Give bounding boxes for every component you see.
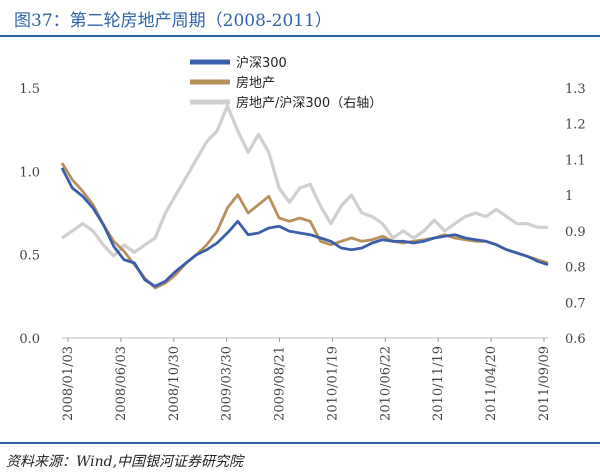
x-tick-label: 2009/08/21 bbox=[273, 346, 288, 421]
x-tick-label: 2008/06/03 bbox=[114, 346, 129, 421]
x-tick-label: 2010/01/19 bbox=[325, 346, 340, 421]
right-tick-label: 0.7 bbox=[565, 296, 586, 311]
right-tick-label: 1.1 bbox=[565, 153, 586, 168]
right-tick-label: 1 bbox=[565, 189, 573, 204]
x-tick-label: 2009/03/30 bbox=[220, 346, 235, 421]
left-tick-label: 1.0 bbox=[19, 165, 40, 180]
legend-label-0: 沪深300 bbox=[236, 55, 287, 71]
x-axis-ticks: 2008/01/03 2008/06/03 2008/10/30 2009/03/30… bbox=[61, 338, 552, 421]
x-tick-label: 2008/01/03 bbox=[61, 346, 76, 421]
right-tick-label: 0.8 bbox=[565, 261, 586, 276]
figure-title: 图37：第二轮房地产周期（2008-2011） bbox=[14, 11, 332, 31]
source-note: 资料来源：Wind,中国银河证券研究院 bbox=[6, 454, 244, 470]
left-tick-label: 1.5 bbox=[19, 82, 40, 97]
right-axis-ticks: 0.6 0.7 0.8 0.9 1 1.1 1.2 1.3 bbox=[565, 82, 586, 347]
x-tick-label: 2008/10/30 bbox=[167, 346, 182, 421]
title-rule bbox=[0, 35, 600, 37]
series-layer bbox=[60, 104, 549, 290]
right-tick-label: 1.2 bbox=[565, 118, 586, 133]
plot-area bbox=[62, 88, 548, 338]
legend-label-1: 房地产 bbox=[236, 75, 275, 91]
x-tick-label: 2010/06/22 bbox=[378, 346, 393, 421]
right-tick-label: 1.3 bbox=[565, 82, 586, 97]
left-axis-ticks: 0.0 0.5 1.0 1.5 bbox=[19, 82, 40, 347]
source-rule bbox=[0, 442, 600, 444]
left-tick-label: 0.5 bbox=[19, 249, 40, 264]
series-line-2 bbox=[61, 104, 548, 258]
legend-label-2: 房地产/沪深300（右轴） bbox=[236, 95, 382, 111]
right-tick-label: 0.9 bbox=[565, 225, 586, 240]
x-tick-label: 2010/11/19 bbox=[431, 346, 446, 421]
right-tick-label: 0.6 bbox=[565, 332, 586, 347]
x-tick-label: 2011/04/20 bbox=[484, 346, 499, 421]
x-tick-label: 2011/09/09 bbox=[537, 346, 552, 421]
left-tick-label: 0.0 bbox=[19, 332, 40, 347]
series-line-0 bbox=[60, 167, 549, 288]
plot-background bbox=[62, 88, 548, 338]
